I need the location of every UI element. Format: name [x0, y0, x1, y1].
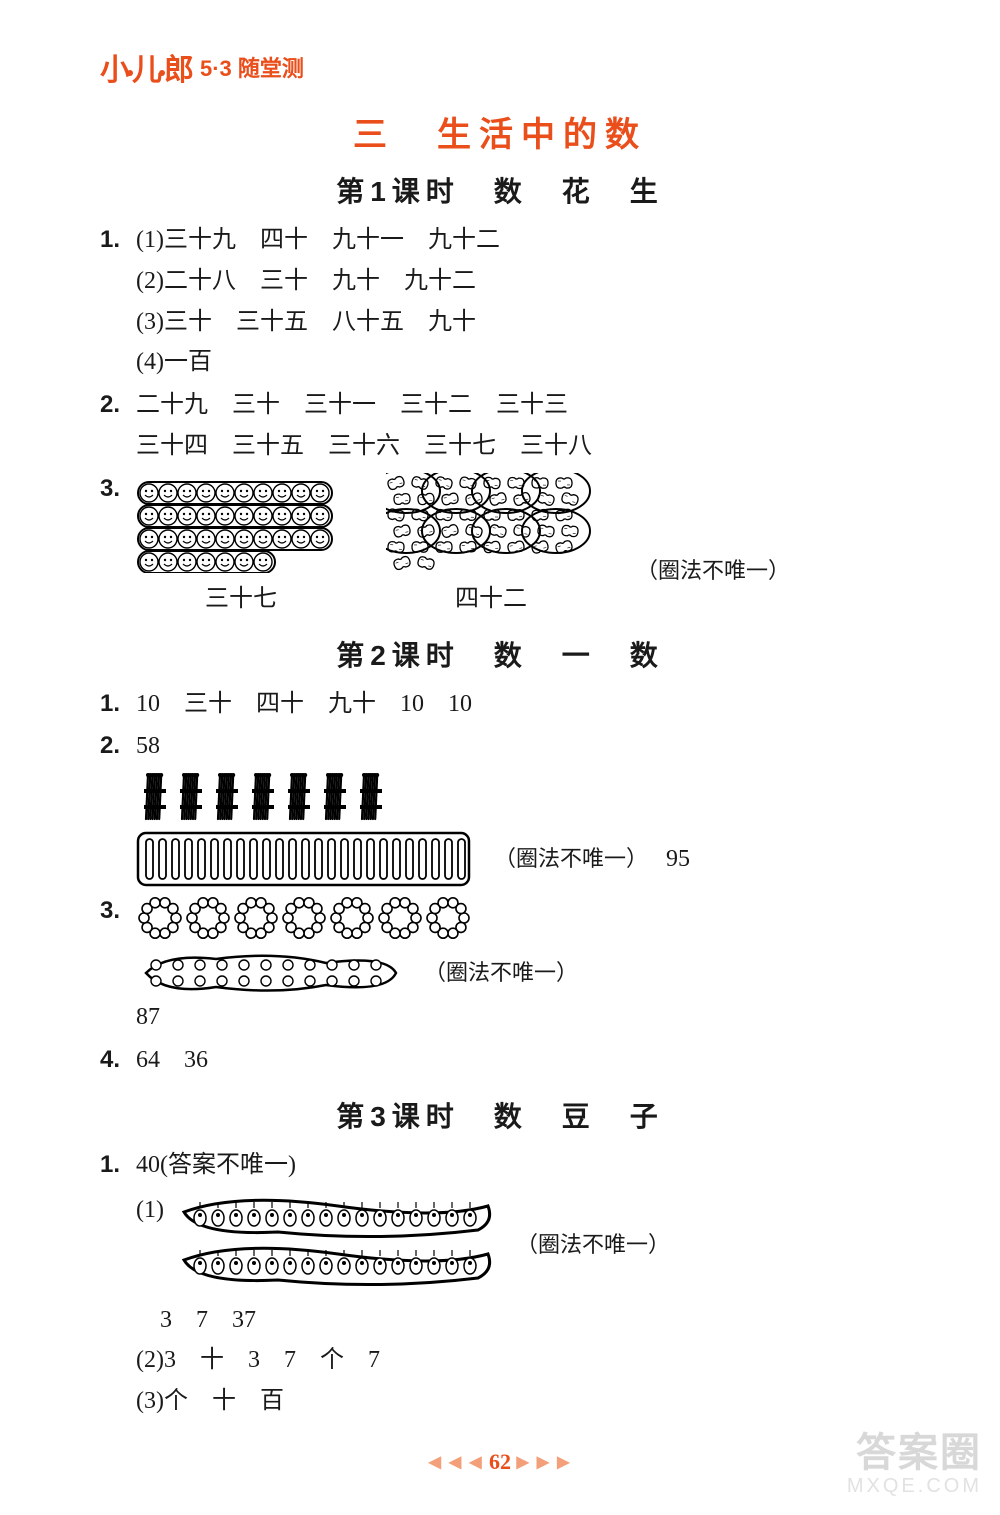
q-number: 1. — [100, 220, 136, 383]
bundles-svg — [136, 767, 396, 823]
answer-line: (1)三十九 四十 九十一 九十二 — [136, 220, 900, 261]
answer-line: (3)个 十 百 — [136, 1381, 900, 1422]
q2-4: 4. 64 36 — [100, 1040, 900, 1081]
caption: 四十二 — [455, 579, 527, 620]
answer-line: (2)3 十 3 7 个 7 — [136, 1340, 900, 1381]
answer-line: (4)一百 — [136, 342, 900, 383]
beanpods-svg — [178, 1190, 498, 1300]
q-number: 3. — [100, 891, 136, 1038]
q-number: 2. — [100, 385, 136, 467]
q-number: 1. — [100, 684, 136, 725]
peanuts-svg — [386, 473, 596, 573]
q-number: 2. — [100, 726, 136, 889]
answer-line: 三十四 三十五 三十六 三十七 三十八 — [136, 426, 900, 467]
lesson1-title: 第1课时 数 花 生 — [100, 170, 900, 210]
answer-line: 10 三十 四十 九十 10 10 — [136, 684, 900, 725]
q-number: 3. — [100, 469, 136, 620]
watermark-text: 答案圈 — [847, 1431, 982, 1475]
sub-label: (1) — [136, 1190, 164, 1231]
note: （圈法不唯一） — [636, 552, 790, 619]
q2-2: 2. 58 （圈法不唯一） 95 — [100, 726, 900, 889]
note: （圈法不唯一） — [494, 840, 648, 877]
watermark-url: MXQE.COM — [847, 1475, 982, 1497]
triangle-right-icon: ▶ ▶ ▶ — [517, 1454, 572, 1471]
q1-1: 1. (1)三十九 四十 九十一 九十二 (2)二十八 三十 九十 九十二 (3… — [100, 220, 900, 383]
triangle-left-icon: ◀ ◀ ◀ — [429, 1454, 484, 1471]
peanut-group: 四十二 — [386, 473, 596, 620]
answer-line: 40(答案不唯一) — [136, 1145, 900, 1186]
note: （圈法不唯一） — [516, 1226, 670, 1263]
q1-2: 2. 二十九 三十 三十一 三十二 三十三 三十四 三十五 三十六 三十七 三十… — [100, 385, 900, 467]
answer-line: 87 — [136, 997, 900, 1038]
chapter-title: 三 生活中的数 — [100, 107, 900, 156]
caption: 三十七 — [205, 579, 277, 620]
lesson3-title: 第3课时 数 豆 子 — [100, 1095, 900, 1135]
flowers-svg — [136, 891, 476, 945]
answer-line: (2)二十八 三十 九十 九十二 — [136, 261, 900, 302]
smiley-svg — [136, 481, 346, 573]
page-number: 62 — [489, 1449, 511, 1474]
brand-logo: 小儿郎 — [100, 45, 192, 89]
note: （圈法不唯一） — [424, 954, 578, 991]
answer-line: 二十九 三十 三十一 三十二 三十三 — [136, 385, 900, 426]
sticks-svg — [136, 829, 476, 889]
lesson2-title: 第2课时 数 一 数 — [100, 634, 900, 674]
page-content: 小儿郎 5·3 随堂测 三 生活中的数 第1课时 数 花 生 1. (1)三十九… — [0, 0, 1000, 1464]
q2-3: 3. （圈法不唯一） 87 — [100, 891, 900, 1038]
answer-line: 3 7 37 — [136, 1300, 900, 1341]
answer-line: 95 — [666, 839, 690, 880]
q1-3: 3. 三十七 四十二 （圈法不唯一） — [100, 469, 900, 620]
answer-line: 58 — [136, 726, 900, 767]
q2-1: 1. 10 三十 四十 九十 10 10 — [100, 684, 900, 725]
q-number: 4. — [100, 1040, 136, 1081]
q-number: 1. — [100, 1145, 136, 1422]
smiley-group: 三十七 — [136, 481, 346, 620]
watermark: 答案圈 MXQE.COM — [847, 1431, 982, 1497]
header: 小儿郎 5·3 随堂测 — [100, 45, 900, 89]
q3-1: 1. 40(答案不唯一) (1) （圈法不唯一） 3 7 37 (2)3 十 3… — [100, 1145, 900, 1422]
answer-line: 64 36 — [136, 1040, 900, 1081]
beancluster-svg — [136, 949, 406, 997]
subbrand: 5·3 随堂测 — [200, 51, 304, 83]
answer-line: (3)三十 三十五 八十五 九十 — [136, 302, 900, 343]
